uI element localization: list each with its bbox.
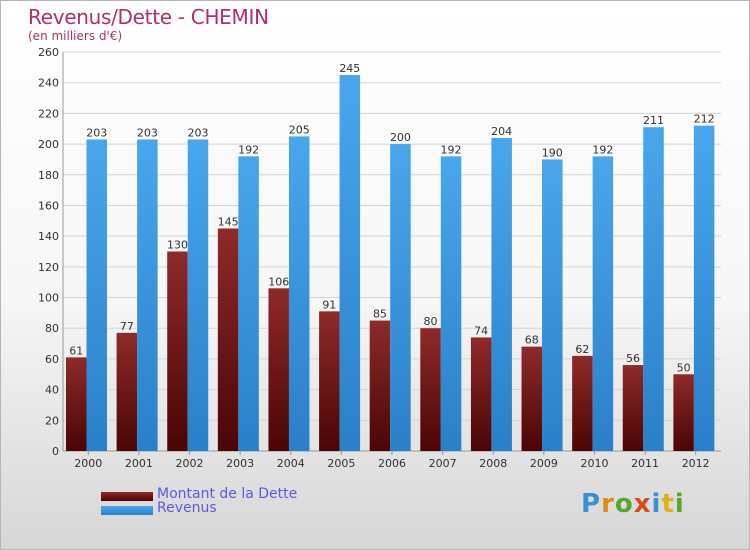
debt-value-label: 80 (424, 315, 438, 328)
debt-bar (217, 228, 239, 451)
x-tick-label: 2006 (378, 457, 406, 470)
revenue-bar (137, 139, 158, 451)
x-tick-label: 2008 (479, 457, 507, 470)
debt-value-label: 62 (575, 343, 589, 356)
x-tick-label: 2002 (176, 457, 204, 470)
x-tick-label: 2004 (277, 457, 305, 470)
y-tick-label: 60 (45, 353, 59, 366)
revenue-bar (187, 139, 209, 451)
revenue-bar (542, 159, 563, 451)
revenue-bar (440, 156, 462, 451)
revenue-bar (86, 139, 107, 451)
y-tick-label: 180 (38, 169, 59, 182)
x-tick-label: 2000 (74, 457, 102, 470)
revenue-value-label: 192 (238, 143, 259, 156)
y-tick-label: 200 (38, 138, 59, 151)
debt-bar (319, 311, 340, 451)
revenue-bar (288, 136, 310, 451)
legend-swatch-revenue (101, 506, 153, 515)
revenue-bar (339, 75, 361, 452)
revenue-value-label: 211 (643, 114, 664, 127)
y-tick-label: 40 (45, 384, 59, 397)
debt-value-label: 145 (218, 215, 239, 228)
revenue-value-label: 192 (441, 143, 462, 156)
debt-bar (116, 332, 138, 451)
debt-value-label: 68 (525, 334, 539, 347)
revenue-bar (643, 127, 664, 451)
revenue-bar (390, 144, 411, 452)
revenue-value-label: 204 (491, 125, 512, 138)
revenue-bar (592, 156, 614, 451)
x-tick-label: 2003 (226, 457, 254, 470)
debt-bar (521, 346, 543, 451)
debt-value-label: 106 (268, 275, 289, 288)
debt-bar (369, 320, 391, 451)
y-tick-label: 260 (38, 46, 59, 59)
debt-bar (66, 357, 87, 451)
legend-swatch-debt (101, 492, 153, 501)
revenue-value-label: 200 (390, 131, 411, 144)
revenue-bar (693, 125, 715, 452)
x-tick-label: 2012 (682, 457, 710, 470)
x-tick-label: 2001 (125, 457, 153, 470)
revenue-value-label: 212 (694, 113, 715, 126)
proxiti-logo: Proxiti (581, 489, 685, 519)
debt-value-label: 77 (120, 320, 134, 333)
y-tick-label: 220 (38, 107, 59, 120)
revenue-bar (491, 137, 512, 451)
y-tick-label: 160 (38, 199, 59, 212)
revenue-value-label: 203 (86, 126, 107, 139)
debt-bar (420, 328, 441, 451)
revenue-value-label: 245 (339, 62, 360, 75)
debt-bar (572, 355, 593, 451)
x-tick-label: 2007 (429, 457, 457, 470)
debt-value-label: 85 (373, 308, 387, 321)
y-tick-label: 120 (38, 261, 59, 274)
legend-label-debt: Montant de la Dette (157, 486, 298, 502)
x-tick-label: 2011 (631, 457, 659, 470)
revenue-bar (238, 156, 259, 451)
revenue-value-label: 203 (187, 126, 208, 139)
revenue-value-label: 190 (542, 146, 563, 159)
debt-value-label: 74 (474, 324, 488, 337)
debt-bar (167, 251, 188, 451)
revenue-value-label: 203 (137, 126, 158, 139)
x-tick-label: 2009 (530, 457, 558, 470)
debt-bar (622, 365, 644, 451)
y-tick-label: 240 (38, 77, 59, 90)
y-tick-label: 0 (52, 445, 59, 458)
y-tick-label: 20 (45, 414, 59, 427)
debt-bar (470, 337, 492, 451)
debt-value-label: 56 (626, 352, 640, 365)
chart-title: Revenus/Dette - CHEMIN (28, 5, 269, 29)
debt-bar (268, 288, 289, 451)
legend-label-revenue: Revenus (157, 500, 217, 516)
revenue-value-label: 205 (289, 123, 310, 136)
x-tick-label: 2005 (327, 457, 355, 470)
debt-value-label: 50 (677, 361, 691, 374)
x-tick-label: 2010 (580, 457, 608, 470)
y-tick-label: 80 (45, 322, 59, 335)
y-tick-label: 100 (38, 292, 59, 305)
revenue-value-label: 192 (592, 143, 613, 156)
debt-value-label: 91 (322, 298, 336, 311)
y-tick-label: 140 (38, 230, 59, 243)
debt-bar (673, 374, 694, 451)
chart-subtitle: (en milliers d'€) (28, 29, 123, 43)
debt-value-label: 130 (167, 239, 188, 252)
debt-value-label: 61 (69, 344, 83, 357)
